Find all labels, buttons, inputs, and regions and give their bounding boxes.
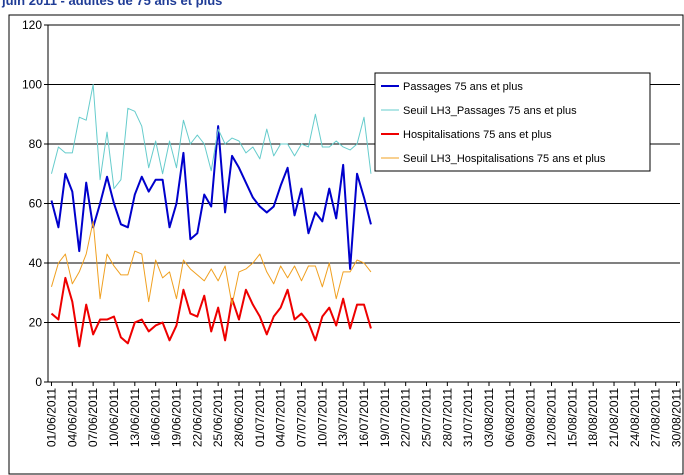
x-tick-label: 07/06/2011 [86, 388, 100, 447]
x-tick-label: 07/07/2011 [294, 388, 308, 447]
x-tick-label: 19/07/2011 [378, 388, 392, 447]
series-line [50, 84, 372, 190]
x-tick-label: 25/06/2011 [211, 388, 225, 447]
series-line [50, 125, 372, 270]
legend-label: Passages 75 ans et plus [403, 81, 523, 93]
x-tick-label: 28/06/2011 [232, 388, 246, 447]
x-tick-label: 13/07/2011 [336, 388, 350, 447]
x-tick-label: 10/07/2011 [315, 388, 329, 447]
x-tick-label: 22/06/2011 [190, 388, 204, 447]
x-tick-label: 01/07/2011 [253, 388, 267, 447]
y-tick-label: 80 [29, 137, 43, 151]
y-tick-label: 0 [35, 375, 42, 389]
x-tick-label: 18/08/2011 [586, 388, 600, 447]
x-tick-label: 09/08/2011 [524, 388, 538, 447]
legend-label: Seuil LH3_Hospitalisations 75 ans et plu… [403, 153, 606, 165]
x-tick-label: 04/07/2011 [274, 388, 288, 447]
x-tick-label: 30/08/2011 [670, 388, 684, 447]
x-tick-label: 31/07/2011 [461, 388, 475, 447]
y-tick-label: 120 [22, 18, 42, 32]
x-tick-label: 13/06/2011 [128, 388, 142, 447]
x-tick-label: 25/07/2011 [420, 388, 434, 447]
x-tick-label: 12/08/2011 [545, 388, 559, 447]
x-tick-label: 06/08/2011 [503, 388, 517, 447]
x-tick-label: 28/07/2011 [440, 388, 454, 447]
y-tick-label: 100 [22, 78, 42, 92]
chart-title: juin 2011 - adultes de 75 ans et plus [1, 0, 222, 8]
series-line [50, 220, 372, 306]
x-tick-label: 03/08/2011 [482, 388, 496, 447]
series-line [50, 276, 372, 348]
legend-box [374, 72, 651, 172]
x-tick-label: 21/08/2011 [607, 388, 621, 447]
x-tick-label: 24/08/2011 [628, 388, 642, 447]
x-tick-label: 15/08/2011 [565, 388, 579, 447]
x-tick-label: 16/07/2011 [357, 388, 371, 447]
x-tick-label: 16/06/2011 [149, 388, 163, 447]
y-tick-label: 60 [29, 197, 43, 211]
y-tick-label: 20 [29, 316, 43, 330]
legend-label: Hospitalisations 75 ans et plus [403, 129, 552, 141]
y-tick-label: 40 [29, 256, 43, 270]
x-tick-label: 27/08/2011 [649, 388, 663, 447]
x-tick-label: 22/07/2011 [399, 388, 413, 447]
legend-label: Seuil LH3_Passages 75 ans et plus [403, 105, 577, 117]
x-tick-label: 19/06/2011 [169, 388, 183, 447]
x-tick-label: 10/06/2011 [107, 388, 121, 447]
x-tick-label: 04/06/2011 [65, 388, 79, 447]
x-tick-label: 01/06/2011 [44, 388, 58, 447]
